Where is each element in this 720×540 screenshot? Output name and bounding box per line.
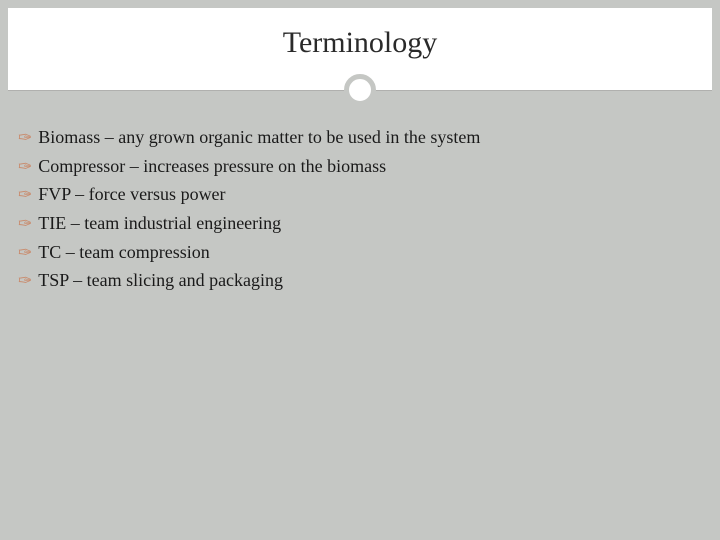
list-item: ✑ Biomass – any grown organic matter to … [18,124,702,151]
divider-circle [344,74,376,106]
content-area: ✑ Biomass – any grown organic matter to … [8,90,712,532]
list-item: ✑ TC – team compression [18,239,702,266]
bullet-icon: ✑ [18,241,32,266]
bullet-text: FVP – force versus power [38,181,225,207]
list-item: ✑ Compressor – increases pressure on the… [18,153,702,180]
bullet-text: Biomass – any grown organic matter to be… [38,124,480,150]
bullet-icon: ✑ [18,126,32,151]
list-item: ✑ TIE – team industrial engineering [18,210,702,237]
bullet-text: Compressor – increases pressure on the b… [38,153,386,179]
bullet-text: TIE – team industrial engineering [38,210,281,236]
list-item: ✑ TSP – team slicing and packaging [18,267,702,294]
bullet-text: TSP – team slicing and packaging [38,267,283,293]
bullet-icon: ✑ [18,212,32,237]
bullet-list: ✑ Biomass – any grown organic matter to … [18,124,702,294]
slide-title: Terminology [8,26,712,60]
bullet-icon: ✑ [18,155,32,180]
header-area: Terminology [8,8,712,90]
bullet-icon: ✑ [18,269,32,294]
bullet-icon: ✑ [18,183,32,208]
bullet-text: TC – team compression [38,239,209,265]
title-divider [8,74,712,106]
slide-container: Terminology ✑ Biomass – any grown organi… [8,8,712,532]
list-item: ✑ FVP – force versus power [18,181,702,208]
